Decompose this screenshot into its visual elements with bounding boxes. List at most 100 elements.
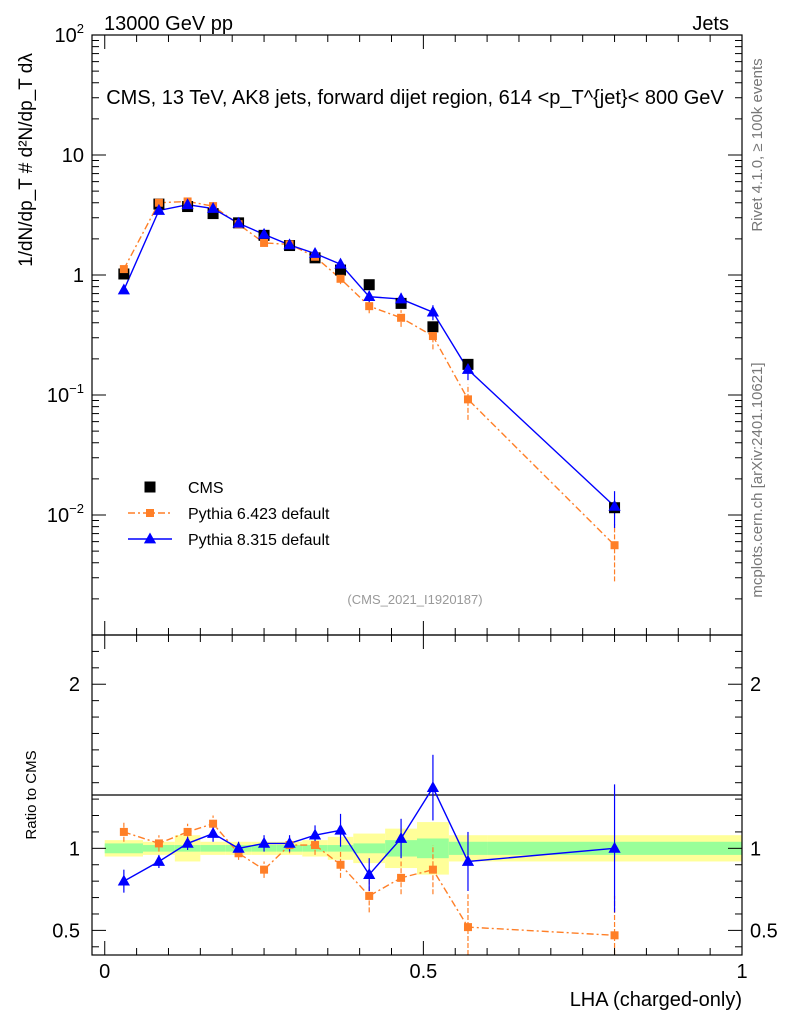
category-label: Jets [692,13,729,35]
ratio-line-1 [123,786,615,882]
ratio-point-0 [119,827,128,836]
ratio-point-1 [152,854,166,866]
ratio-point-0 [463,923,472,932]
main-mc-point-1 [336,274,345,283]
ratio-y-tick-label: 2 [69,674,80,696]
ratio-point-1 [206,827,220,838]
analysis-watermark: (CMS_2021_I1920187) [347,592,482,607]
ratio-point-1 [257,836,271,848]
ratio-point-0 [183,827,192,836]
main-mc-point-1 [610,541,619,550]
legend: CMS Pythia 6.423 default Pythia 8.315 defa… [128,480,330,549]
ratio-plot-frame [91,634,743,956]
ratio-point-1 [181,836,194,848]
main-mc-point-2 [232,216,245,228]
ratio-y-tick-label: 1 [69,838,80,860]
x-tick-label: 0 [99,961,110,983]
ratio-point-0 [336,860,345,869]
ratio-point-1 [394,831,408,843]
ratio-y-tick-label-right: 0.5 [750,920,778,942]
ratio-point-1 [117,874,130,886]
ratio-point-1 [334,823,347,835]
main-axis-ticks: 10−2 10−1 1 10 102 [47,21,743,636]
cms-data-point [335,264,347,276]
main-mc-point-2 [461,363,475,374]
cms-data-point [118,268,130,280]
ratio-series [117,754,621,955]
ratio-axis-ticks: 0.5 0.51 12 20 0.5 1 [52,635,778,983]
ratio-point-1 [363,868,376,879]
ratio-point-0 [610,931,619,940]
cms-data-point [207,208,219,220]
energy-label: 13000 GeV pp [104,13,233,35]
ratio-plot: 0.5 0.51 12 20 0.5 1 [52,634,778,983]
main-mc-point-2 [334,257,347,269]
ratio-point-1 [461,854,475,866]
rivet-version-label: Rivet 4.1.0, ≥ 100k events [749,58,766,231]
plot-title: CMS, 13 TeV, AK8 jets, forward dijet reg… [106,87,724,109]
ratio-band-green [353,843,386,854]
ratio-y-tick-label-right: 2 [750,674,761,696]
ratio-point-1 [232,841,245,853]
x-axis-label: LHA (charged-only) [570,989,742,1011]
main-y-tick-label: 10−1 [47,381,84,407]
main-plot: 10−2 10−1 1 10 102 CMS, 13 TeV, AK8 jets, fo… [47,21,743,636]
cms-data-point [363,279,375,291]
main-mc-point-2 [426,305,440,317]
main-series [117,197,621,582]
main-mc-point-1 [260,238,269,247]
ratio-point-0 [397,873,406,882]
main-mc-point-2 [181,198,194,210]
main-mc-point-2 [363,290,376,302]
ratio-y-tick-label-right: 1 [750,838,761,860]
main-mc-point-1 [397,313,406,322]
main-mc-point-1 [119,265,128,274]
legend-marker [144,481,156,493]
ratio-y-axis-label: Ratio to CMS [23,750,40,839]
series-line-2 [123,204,616,507]
mcplots-label: mcplots.cern.ch [arXiv:2401.10621] [749,362,766,597]
main-y-tick-label: 10 [62,145,84,167]
ratio-line-0 [123,822,615,937]
ratio-point-1 [308,828,322,840]
ratio-point-0 [234,849,243,858]
main-mc-point-1 [365,302,374,311]
ratio-point-0 [209,819,218,828]
cms-data-point [427,321,439,333]
main-y-tick-label: 102 [55,21,84,47]
main-mc-point-2 [308,246,322,258]
ratio-point-0 [154,839,163,848]
main-mc-point-1 [154,198,163,207]
main-mc-point-1 [428,332,437,341]
ratio-point-0 [365,891,374,900]
ratio-band-green [200,845,226,852]
ratio-point-0 [260,865,269,874]
legend-label: Pythia 6.423 default [188,506,330,523]
legend-label: CMS [188,480,224,497]
main-mc-point-2 [608,499,621,511]
ratio-point-1 [608,841,621,853]
main-y-tick-label: 1 [73,265,84,287]
ratio-y-tick-label: 0.5 [52,920,80,942]
ratio-band-green [104,843,143,854]
main-y-tick-label: 10−2 [47,501,84,527]
x-tick-label: 0.5 [409,961,437,983]
main-mc-point-1 [463,395,472,404]
legend-marker [143,532,157,544]
main-y-axis-label: 1/dN/dp_T # d²N/dp_T dλ [16,53,37,267]
legend-marker [146,509,154,517]
main-mc-point-2 [117,283,130,295]
ratio-point-0 [428,865,437,874]
x-tick-label: 1 [736,961,747,983]
main-mc-point-2 [394,292,408,304]
ratio-band-green [327,845,354,852]
ratio-point-1 [426,781,440,792]
legend-label: Pythia 8.315 default [188,532,330,549]
main-mc-point-2 [152,203,166,215]
main-mc-point-2 [283,238,296,250]
ratio-uncertainty-bands [104,822,742,875]
main-mc-point-2 [206,202,220,213]
ratio-point-0 [311,841,320,850]
ratio-point-1 [283,836,296,848]
